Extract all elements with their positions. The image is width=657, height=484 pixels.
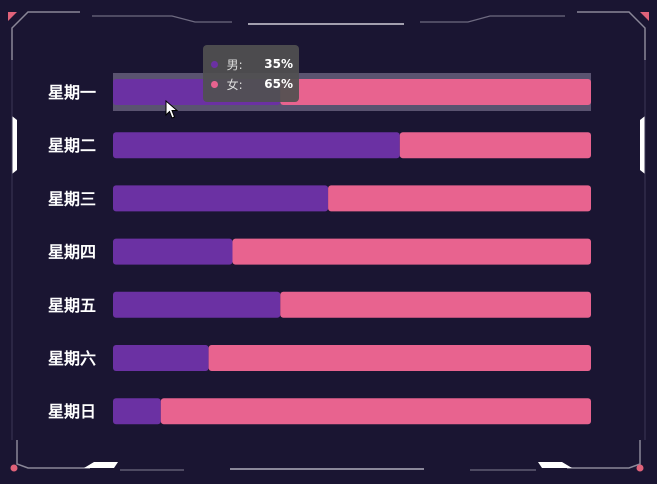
bar-segment-female[interactable] <box>280 79 591 105</box>
bar-segment-male[interactable] <box>113 132 400 159</box>
category-label: 星期一 <box>48 83 96 102</box>
series-dot-icon <box>211 60 218 68</box>
chart-tooltip: 男: 35% 女: 65% <box>203 45 299 102</box>
tooltip-row-female: 女: 65% <box>211 76 293 92</box>
tooltip-series-value: 65% <box>264 77 293 91</box>
category-label: 星期日 <box>48 402 96 421</box>
bar-segment-female[interactable] <box>280 291 591 318</box>
tooltip-row-male: 男: 35% <box>211 56 293 72</box>
tooltip-series-value: 35% <box>264 57 293 71</box>
bar-segment-female[interactable] <box>328 185 591 212</box>
category-label: 星期五 <box>48 296 96 315</box>
mouse-pointer-icon <box>165 100 179 119</box>
bar-segment-female[interactable] <box>208 345 591 371</box>
category-label: 星期四 <box>48 243 96 262</box>
category-label: 星期三 <box>48 189 96 208</box>
bar-segment-female[interactable] <box>232 238 592 265</box>
bar-segment-female[interactable] <box>399 132 591 159</box>
series-dot-icon <box>211 80 218 88</box>
tooltip-series-name: 女: <box>226 77 243 92</box>
bar-segment-male[interactable] <box>113 291 281 318</box>
category-label: 星期二 <box>48 136 96 155</box>
bar-segment-male[interactable] <box>113 398 161 425</box>
bar-segment-male[interactable] <box>113 238 233 265</box>
category-label: 星期六 <box>48 349 96 368</box>
bar-segment-female[interactable] <box>160 398 592 425</box>
bar-segment-male[interactable] <box>113 345 209 371</box>
tooltip-series-name: 男: <box>226 57 243 72</box>
bar-segment-male[interactable] <box>113 185 329 212</box>
